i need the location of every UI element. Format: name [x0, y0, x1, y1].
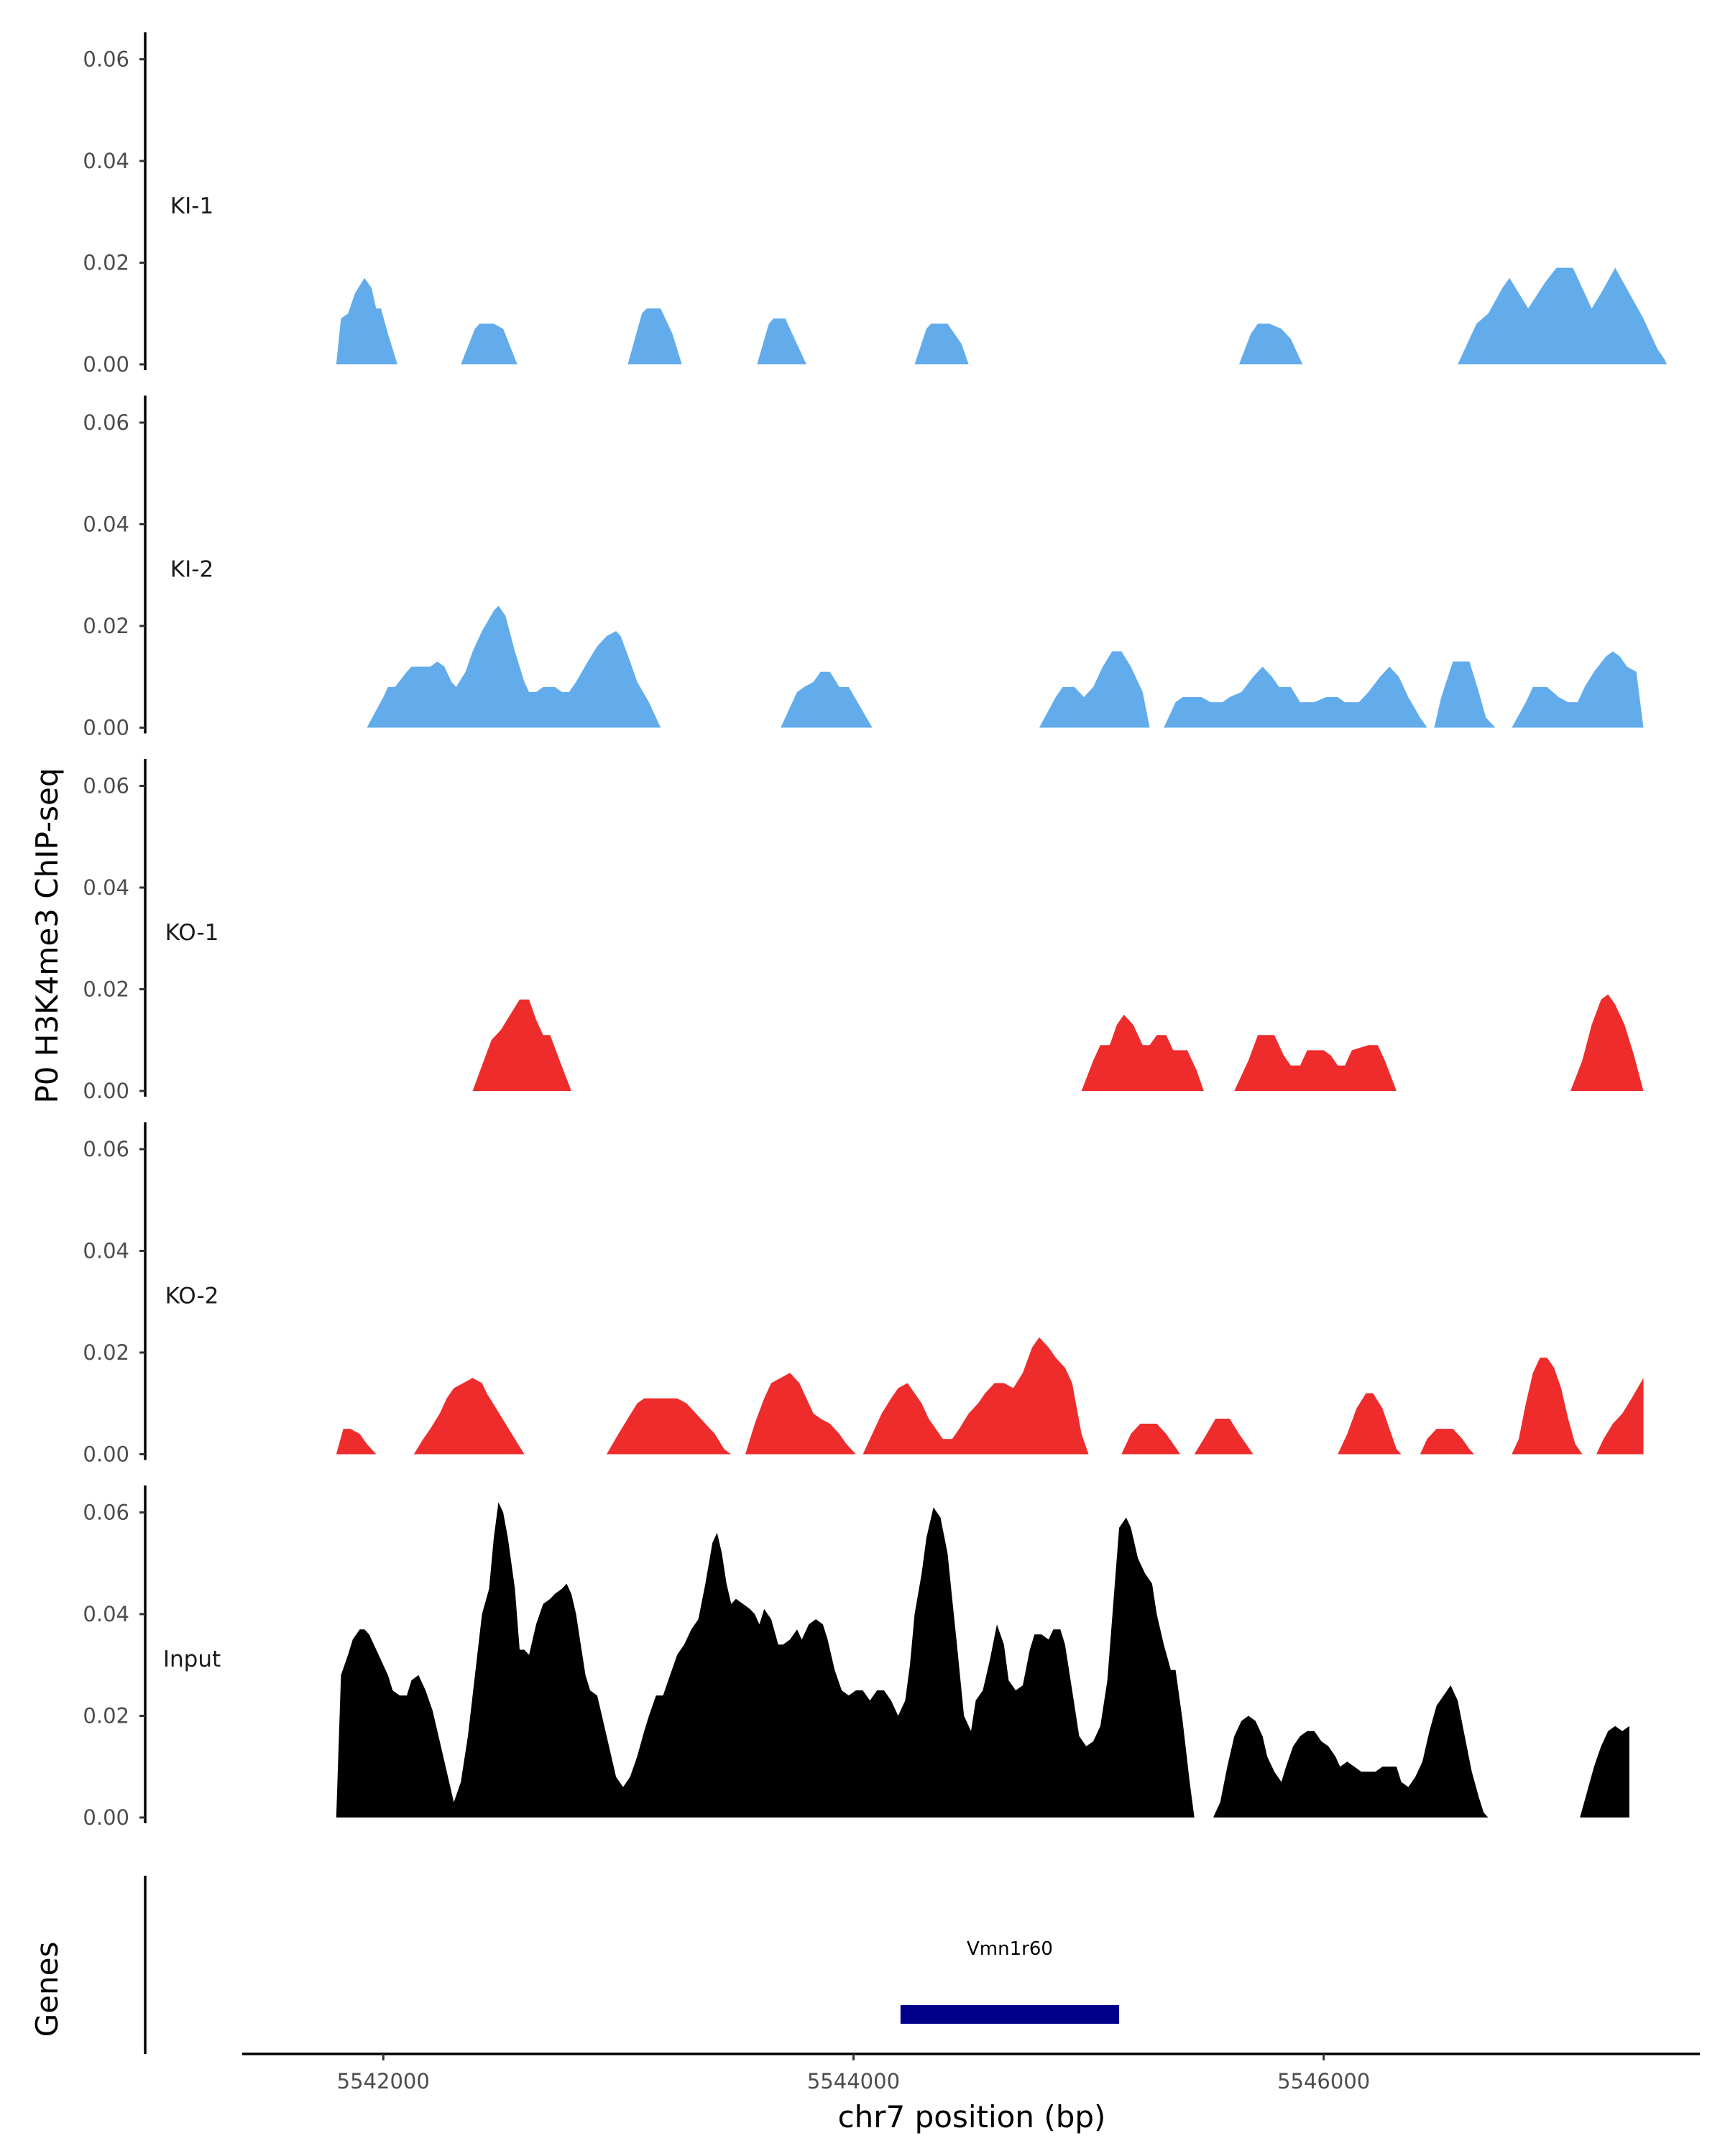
y-tick-label: 0.02: [83, 977, 129, 1002]
track-ko-1: 0.00 0.02 0.04 0.06 KO-1: [83, 759, 1644, 1103]
y-tick-label: 0.04: [83, 1239, 129, 1263]
track-ki-2: 0.00 0.02 0.04 0.06 KI-2: [83, 395, 1644, 740]
signal-area-input: [336, 1502, 1629, 1818]
x-axis-title: chr7 position (bp): [838, 2099, 1106, 2134]
y-tick-label: 0.02: [83, 614, 129, 638]
y-tick-label: 0.00: [83, 1805, 129, 1830]
genes-axis-title: Genes: [29, 1942, 65, 2037]
y-tick-label: 0.06: [83, 410, 129, 435]
y-tick-label: 0.04: [83, 1602, 129, 1626]
y-tick-label: 0.06: [83, 47, 129, 72]
signal-area-ki-1: [336, 267, 1668, 364]
track-label: KO-1: [165, 920, 219, 946]
track-ki-1: 0.00 0.02 0.04 0.06 KI-1: [83, 32, 1668, 377]
signal-area-ko-2: [336, 1337, 1644, 1455]
x-axis: 5542000 5544000 5546000: [242, 2053, 1700, 2093]
y-tick-label: 0.06: [83, 1501, 129, 1525]
y-tick-label: 0.06: [83, 1137, 129, 1161]
tracks-group: 0.00 0.02 0.04 0.06 KI-1 0.00 0.02 0.04 0.06 KI-2…: [83, 32, 1668, 1830]
x-tick-label: 5546000: [1277, 2069, 1370, 2093]
genes-track: Vmn1r60: [144, 1876, 1120, 2054]
signal-area-ki-2: [367, 605, 1644, 728]
y-tick-label: 0.02: [83, 1704, 129, 1728]
y-tick-label: 0.04: [83, 875, 129, 900]
x-tick-label: 5544000: [807, 2069, 900, 2093]
track-ko-2: 0.00 0.02 0.04 0.06 KO-2: [83, 1122, 1644, 1467]
signal-area-ko-1: [472, 994, 1644, 1091]
track-label: KI-1: [170, 193, 213, 219]
y-tick-label: 0.06: [83, 774, 129, 798]
y-tick-label: 0.04: [83, 512, 129, 537]
track-label: KO-2: [165, 1284, 219, 1309]
y-tick-label: 0.00: [83, 352, 129, 377]
track-label: KI-2: [170, 557, 213, 583]
y-axis-title: P0 H3K4me3 ChIP-seq: [29, 768, 65, 1103]
x-tick-label: 5542000: [337, 2069, 430, 2093]
gene-label: Vmn1r60: [967, 1938, 1053, 1960]
track-label: Input: [163, 1646, 221, 1672]
track-input: 0.00 0.02 0.04 0.06 Input: [83, 1485, 1629, 1830]
gene-bar: [900, 2005, 1120, 2024]
y-tick-label: 0.02: [83, 1340, 129, 1365]
y-tick-label: 0.02: [83, 251, 129, 275]
y-tick-label: 0.04: [83, 149, 129, 173]
y-tick-label: 0.00: [83, 1079, 129, 1103]
y-tick-label: 0.00: [83, 1442, 129, 1467]
y-tick-label: 0.00: [83, 716, 129, 740]
